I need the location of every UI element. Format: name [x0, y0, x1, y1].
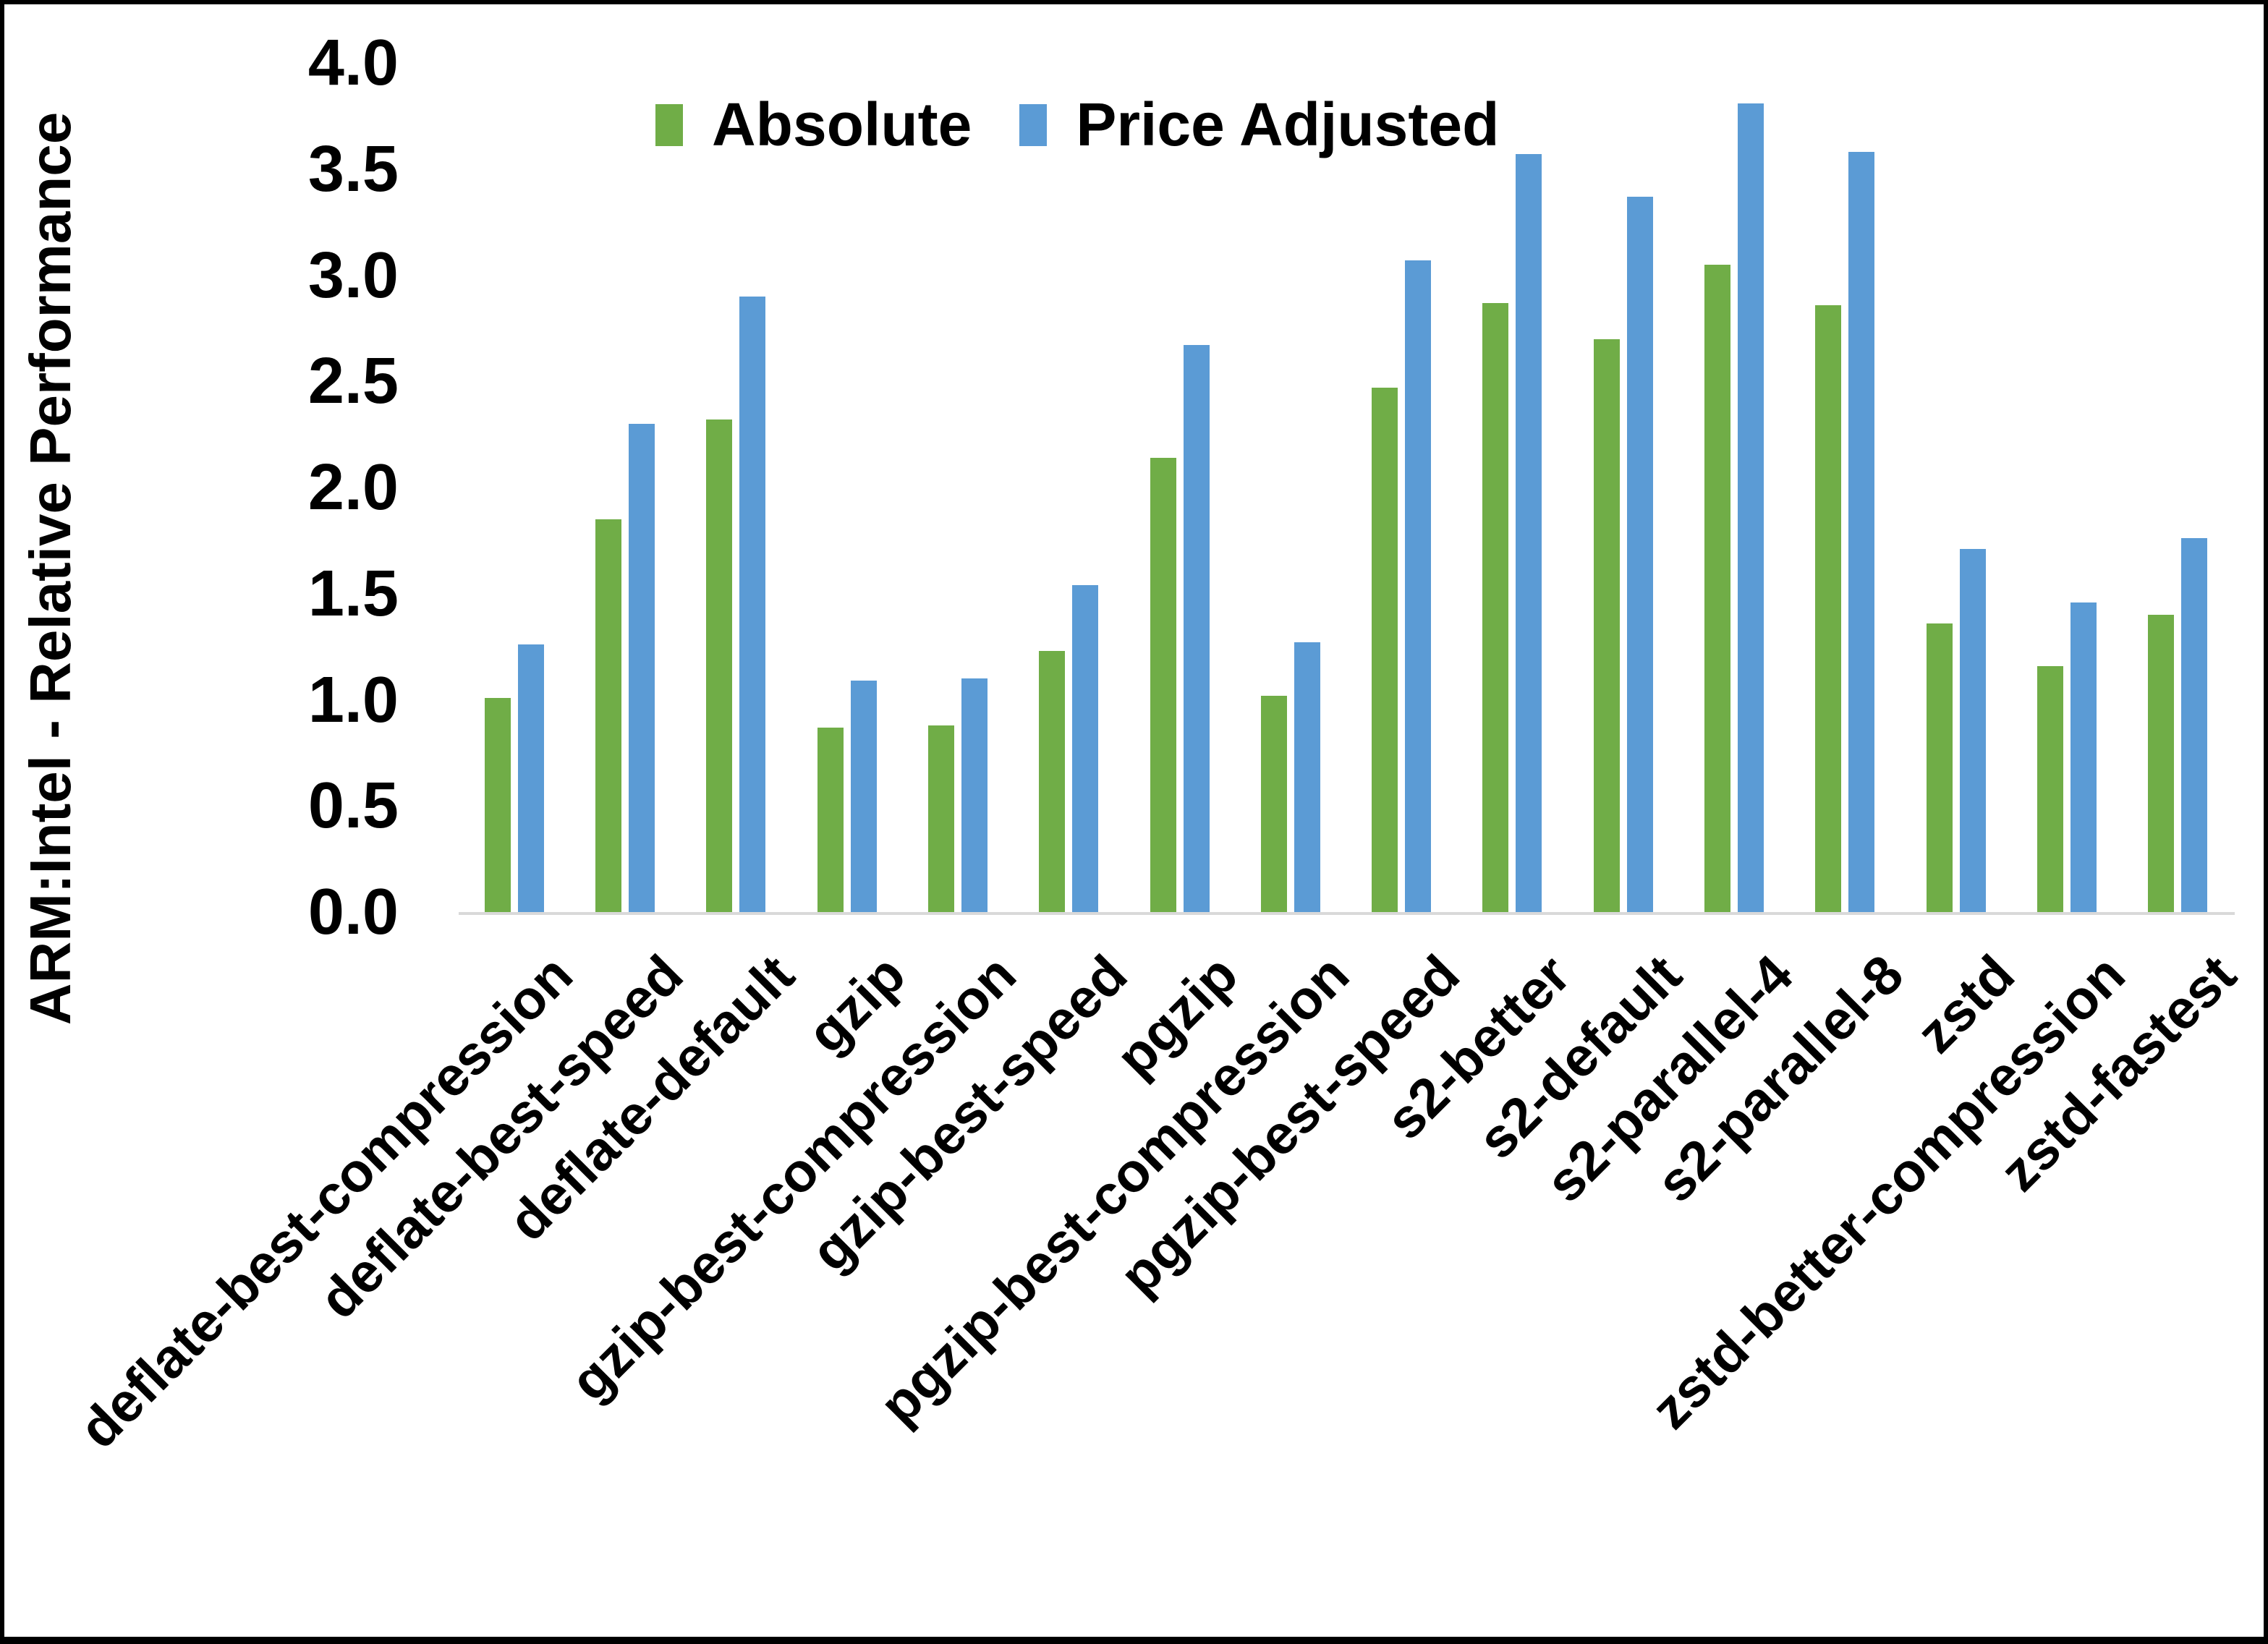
bar-absolute-s2-default: [1593, 338, 1620, 912]
bar-price-adjusted-s2-parallel-4: [1738, 103, 1764, 912]
bar-price-adjusted-gzip-best-speed: [1072, 585, 1099, 912]
bar-group-gzip-best-speed: [1014, 4, 1124, 912]
y-tick-label-2.0: 2.0: [307, 451, 399, 524]
y-tick-label-3.5: 3.5: [307, 132, 399, 205]
bar-absolute-deflate-best-compression: [484, 697, 511, 912]
bar-group-s2-parallel-8: [1790, 4, 1900, 912]
bar-group-zstd-better-compression: [2011, 4, 2122, 912]
bar-price-adjusted-pgzip-best-compression: [1294, 642, 1320, 912]
bar-group-zstd-fastest: [2123, 4, 2233, 912]
bar-group-pgzip: [1124, 4, 1235, 912]
bar-absolute-zstd: [1926, 623, 1953, 912]
bar-group-pgzip-best-speed: [1346, 4, 1457, 912]
bar-absolute-pgzip-best-compression: [1260, 695, 1287, 912]
bar-price-adjusted-gzip: [850, 681, 877, 912]
bar-price-adjusted-s2-default: [1626, 196, 1653, 912]
bar-absolute-deflate-default: [706, 419, 733, 912]
bar-absolute-s2-parallel-4: [1704, 264, 1731, 912]
y-tick-label-0.0: 0.0: [307, 876, 399, 948]
bar-absolute-pgzip: [1150, 457, 1176, 912]
y-tick-label-1.5: 1.5: [307, 557, 399, 630]
y-tick-label-3.0: 3.0: [307, 239, 399, 312]
bar-absolute-zstd-fastest: [2148, 615, 2175, 912]
bar-group-pgzip-best-compression: [1235, 4, 1346, 912]
bar-price-adjusted-s2-parallel-8: [1848, 152, 1875, 912]
bar-price-adjusted-pgzip: [1183, 345, 1210, 912]
legend-label: Absolute: [712, 90, 972, 158]
bar-group-deflate-default: [681, 4, 791, 912]
legend-item-absolute: Absolute: [655, 90, 972, 160]
bar-group-deflate-best-speed: [569, 4, 680, 912]
plot-area: [459, 4, 2233, 912]
bar-absolute-gzip-best-compression: [927, 725, 954, 912]
x-axis-line: [459, 912, 2235, 915]
bar-absolute-gzip: [817, 727, 844, 912]
bar-absolute-s2-better: [1482, 302, 1509, 912]
bar-absolute-pgzip-best-speed: [1372, 388, 1398, 912]
bar-absolute-zstd-better-compression: [2037, 665, 2064, 912]
bar-price-adjusted-deflate-default: [739, 296, 766, 912]
bar-price-adjusted-pgzip-best-speed: [1405, 260, 1432, 912]
bar-group-zstd: [1900, 4, 2011, 912]
bar-price-adjusted-zstd-better-compression: [2070, 602, 2097, 912]
legend-swatch-icon: [1019, 103, 1048, 146]
bar-price-adjusted-deflate-best-compression: [517, 644, 544, 912]
bar-price-adjusted-gzip-best-compression: [961, 678, 988, 912]
legend: Absolute Price Adjusted: [655, 90, 1499, 160]
bar-price-adjusted-zstd: [1959, 549, 1986, 912]
y-tick-label-1.0: 1.0: [307, 663, 399, 736]
legend-label: Price Adjusted: [1076, 90, 1500, 158]
bar-price-adjusted-zstd-fastest: [2181, 538, 2208, 912]
bar-price-adjusted-s2-better: [1516, 154, 1542, 912]
bar-group-gzip-best-compression: [902, 4, 1013, 912]
y-tick-label-2.5: 2.5: [307, 345, 399, 418]
legend-swatch-icon: [655, 103, 683, 146]
bar-absolute-gzip-best-speed: [1039, 651, 1066, 912]
bar-absolute-deflate-best-speed: [595, 519, 621, 912]
y-tick-label-4.0: 4.0: [307, 27, 399, 99]
bar-price-adjusted-deflate-best-speed: [628, 423, 655, 912]
bar-group-s2-parallel-4: [1678, 4, 1789, 912]
y-tick-label-0.5: 0.5: [307, 770, 399, 843]
bar-group-gzip: [791, 4, 902, 912]
bar-group-s2-better: [1457, 4, 1568, 912]
bar-absolute-s2-parallel-8: [1815, 304, 1842, 912]
legend-item-price-adjusted: Price Adjusted: [1019, 90, 1499, 160]
bar-group-s2-default: [1568, 4, 1678, 912]
bar-group-deflate-best-compression: [459, 4, 569, 912]
